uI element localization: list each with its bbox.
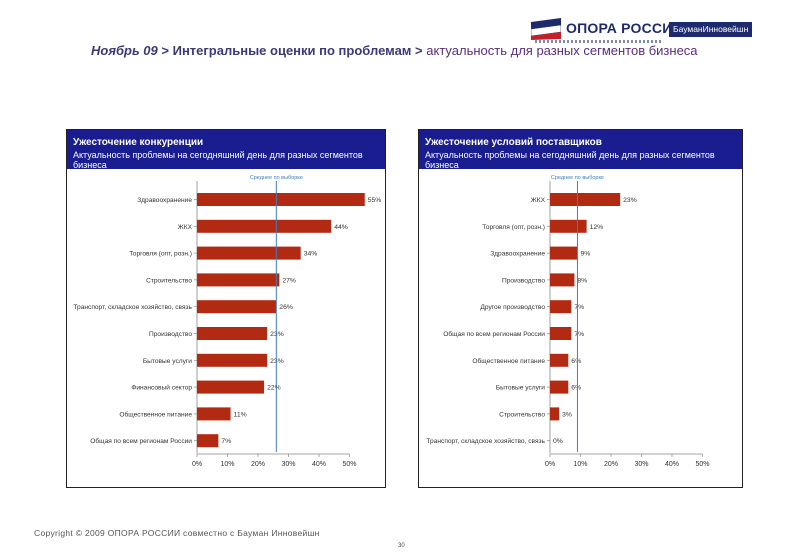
bar [197, 434, 219, 448]
category-label: Общественное питание [472, 357, 545, 365]
category-label: Торговля (опт, розн.) [482, 224, 545, 231]
suppliers-bar-chart: ЖКХ 23% Торговля (опт, розн.) 12% Здравоохра… [426, 175, 709, 468]
value-tick-label: 50% [695, 461, 709, 468]
value-tick-label: 40% [312, 461, 326, 468]
bar [550, 407, 560, 421]
category-label: Другое производство [480, 304, 545, 311]
average-label: Среднее по выборке [551, 175, 604, 181]
bar-value-label: 8% [577, 277, 587, 284]
panel-subtitle: Актуальность проблемы на сегодняшний ден… [73, 150, 363, 169]
bar [197, 219, 332, 233]
bar-value-label: 23% [270, 331, 284, 338]
bar-value-label: 7% [221, 438, 231, 445]
value-tick-label: 10% [573, 461, 587, 468]
bar [197, 353, 268, 367]
bar [550, 327, 572, 340]
bar-value-label: 22% [267, 385, 281, 392]
bar-value-label: 7% [574, 331, 584, 338]
panel-title: Ужесточение конкуренции [73, 137, 204, 148]
bar [197, 246, 301, 260]
category-label: Бытовые услуги [143, 358, 192, 365]
footer-copyright: Copyright © 2009 ОПОРА РОССИИ совместно … [34, 528, 320, 538]
panel-competition: Ужесточение конкуренции Актуальность про… [66, 129, 386, 488]
bar-value-label: 34% [304, 251, 318, 258]
bar-value-label: 6% [571, 358, 581, 365]
value-tick-label: 30% [281, 461, 295, 468]
category-label: Здравоохранение [137, 197, 192, 204]
title-section: Интегральные оценки по проблемам [172, 43, 412, 58]
category-label: Общая по всем регионам России [90, 437, 192, 445]
panel-suppliers: Ужесточение условий поставщиков Актуальн… [418, 129, 743, 488]
category-label: Транспорт, складское хозяйство, связь [73, 303, 192, 311]
category-label: Общественное питание [119, 410, 192, 418]
title-separator-1: > [157, 43, 173, 58]
value-tick-label: 0% [192, 461, 202, 468]
bar-value-label: 9% [580, 251, 590, 258]
bar [550, 300, 572, 314]
logo-text: ОПОРА РОССИИ [566, 20, 683, 36]
logo: ОПОРА РОССИИ БауманИнновейшн [531, 18, 763, 43]
title-separator-2: > [411, 43, 427, 58]
bar-value-label: 6% [571, 385, 581, 392]
logo-tagline [535, 40, 663, 43]
bar [197, 300, 277, 314]
category-label: Строительство [146, 277, 192, 284]
category-label: ЖКХ [531, 197, 546, 204]
bar [550, 353, 569, 367]
category-label: Транспорт, складское хозяйство, связь [426, 437, 545, 445]
bar-value-label: 26% [279, 304, 293, 311]
value-tick-label: 0% [545, 461, 555, 468]
bar-value-label: 3% [562, 411, 572, 418]
bar [550, 246, 578, 260]
bar [197, 273, 280, 287]
category-label: Финансовый сектор [131, 384, 192, 392]
bar-value-label: 44% [334, 224, 348, 231]
logo-flag-icon [531, 18, 561, 40]
bar [550, 273, 575, 287]
value-tick-label: 20% [251, 461, 265, 468]
bar [197, 407, 231, 421]
bar-value-label: 11% [234, 411, 247, 418]
panel-header: Ужесточение конкуренции Актуальность про… [67, 130, 385, 169]
competition-bar-chart: Здравоохранение 55% ЖКХ 44% Торговля (опт, р… [73, 175, 382, 468]
category-label: Здравоохранение [490, 251, 545, 258]
value-tick-label: 50% [342, 461, 356, 468]
logo-badge: БауманИнновейшн [669, 22, 753, 37]
page-title: Ноябрь 09 > Интегральные оценки по пробл… [91, 42, 731, 59]
page-number: 30 [398, 543, 405, 549]
bar [197, 380, 265, 394]
category-label: Торговля (опт, розн.) [129, 251, 192, 258]
category-label: Бытовые услуги [496, 385, 545, 392]
value-tick-label: 10% [220, 461, 234, 468]
bar-value-label: 27% [282, 277, 296, 284]
category-label: Производство [502, 277, 545, 284]
panel-header: Ужесточение условий поставщиков Актуальн… [419, 130, 742, 169]
category-label: Строительство [499, 411, 545, 418]
bar [550, 380, 569, 394]
title-topic: актуальность для разных сегментов бизнес… [426, 43, 698, 58]
bar-value-label: 23% [270, 358, 284, 365]
bar-value-label: 7% [574, 304, 584, 311]
panel-subtitle: Актуальность проблемы на сегодняшний ден… [425, 150, 715, 169]
bar [550, 193, 621, 206]
bar-value-label: 12% [590, 224, 604, 231]
value-tick-label: 30% [634, 461, 648, 468]
bar [550, 219, 587, 233]
panel-title: Ужесточение условий поставщиков [425, 137, 602, 148]
category-label: ЖКХ [178, 224, 193, 231]
average-label: Среднее по выборке [250, 175, 303, 181]
bar-value-label: 0% [553, 438, 563, 445]
bar [197, 327, 268, 340]
value-tick-label: 40% [665, 461, 679, 468]
bar-value-label: 23% [623, 197, 637, 204]
category-label: Общая по всем регионам России [443, 330, 545, 338]
value-tick-label: 20% [604, 461, 618, 468]
title-month: Ноябрь 09 [91, 43, 158, 58]
bar-value-label: 55% [368, 197, 382, 204]
category-label: Производство [149, 331, 192, 338]
bar [197, 193, 365, 206]
